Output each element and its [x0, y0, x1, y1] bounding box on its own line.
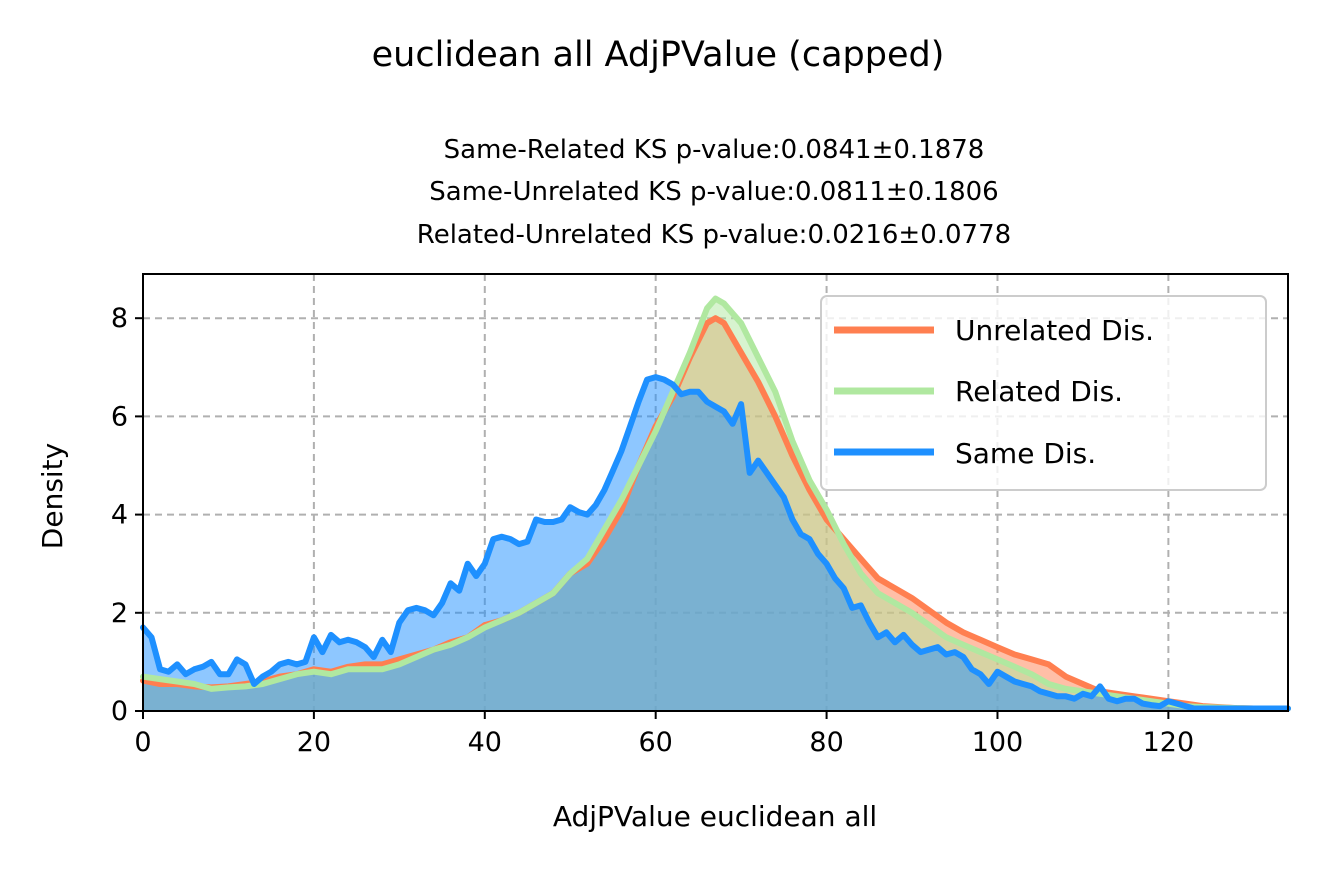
- y-tick-label: 8: [111, 303, 128, 334]
- chart-subtitle-line-1: Same-Related KS p-value:0.0841±0.1878: [444, 135, 985, 165]
- y-tick-label: 0: [111, 696, 128, 727]
- x-tick-label: 0: [134, 727, 151, 758]
- y-tick-label: 4: [111, 500, 128, 531]
- x-tick-label: 40: [468, 727, 502, 758]
- line-same: [140, 374, 1291, 712]
- chart-subtitle-line-2: Same-Unrelated KS p-value:0.0811±0.1806: [429, 177, 998, 207]
- legend-label-same: Same Dis.: [955, 437, 1096, 470]
- x-tick-label: 100: [972, 727, 1024, 758]
- chart-subtitle-line-3: Related-Unrelated KS p-value:0.0216±0.07…: [417, 220, 1011, 250]
- plot-frame: [142, 273, 1289, 712]
- y-tick-label: 2: [111, 598, 128, 629]
- x-tick-label: 20: [297, 727, 331, 758]
- legend-box: [820, 295, 1267, 491]
- area-same: [143, 377, 1288, 711]
- legend-label-related: Related Dis.: [955, 375, 1123, 408]
- x-tick-label: 60: [639, 727, 673, 758]
- y-axis-label: Density: [36, 443, 69, 549]
- x-tick-label: 120: [1143, 727, 1195, 758]
- line-layer: [140, 295, 1291, 712]
- legend-label-unrelated: Unrelated Dis.: [955, 314, 1154, 347]
- chart-title: euclidean all AdjPValue (capped): [372, 35, 945, 75]
- tick-layer: 0 20 40 60 80 100 120 0 2 4 6 8: [111, 303, 1194, 758]
- y-tick-label: 6: [111, 401, 128, 432]
- x-tick-label: 80: [809, 727, 843, 758]
- area-layer: [143, 298, 1288, 711]
- legend: Unrelated Dis. Related Dis. Same Dis.: [820, 295, 1267, 491]
- x-axis-label: AdjPValue euclidean all: [553, 800, 877, 833]
